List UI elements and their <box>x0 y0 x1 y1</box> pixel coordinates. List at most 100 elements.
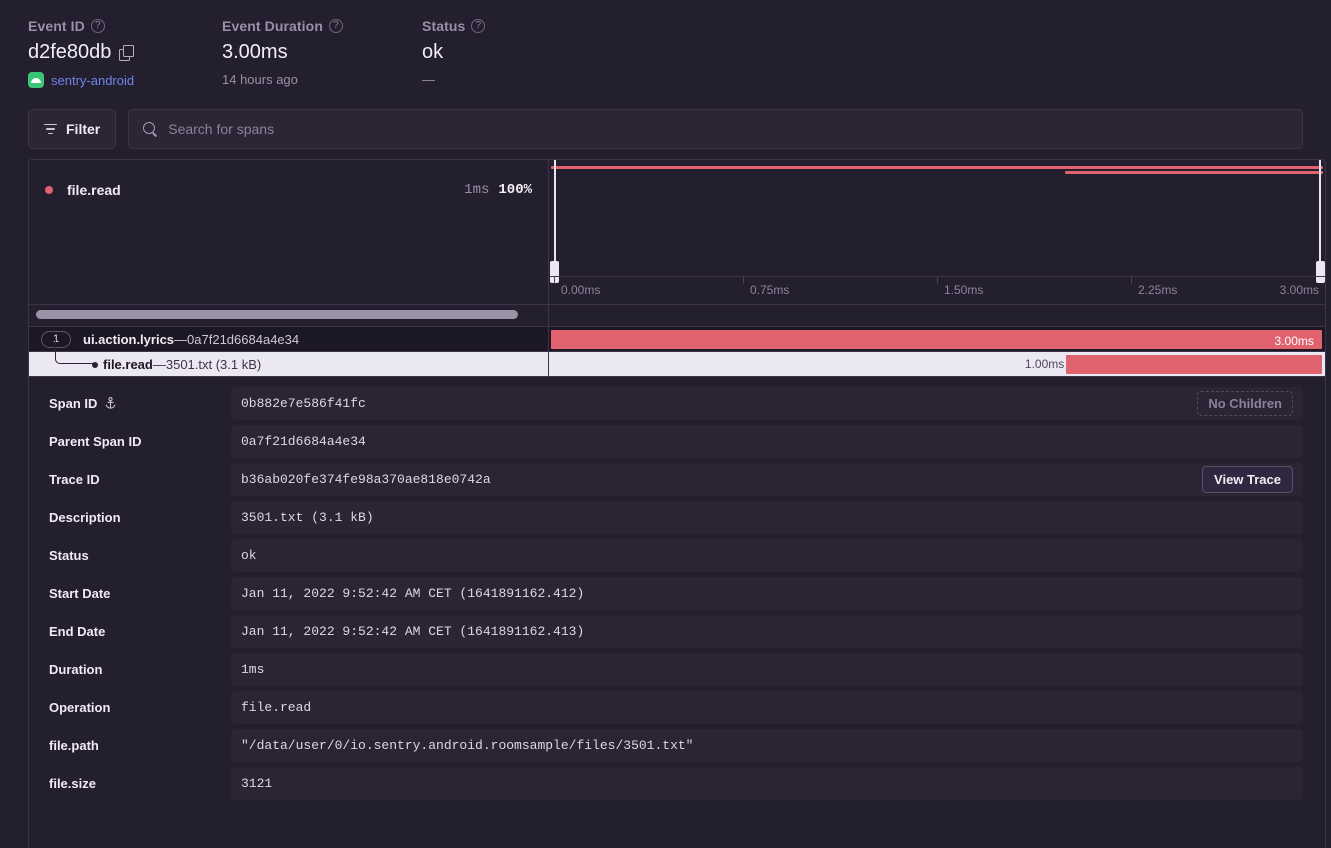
detail-value-text: 3121 <box>241 776 273 791</box>
span-duration-bar[interactable]: 3.00ms <box>551 330 1322 349</box>
scrollbar-track[interactable] <box>29 305 548 326</box>
span-row-label[interactable]: 1 ui.action.lyrics—0a7f21d6684a4e34 <box>29 327 548 351</box>
metric-label-text: Status <box>422 18 466 34</box>
detail-value-text: Jan 11, 2022 9:52:42 AM CET (1641891162.… <box>241 586 585 601</box>
status-subtext: — <box>422 72 435 87</box>
detail-label: Description <box>49 510 121 525</box>
metric-event-id: Event ID ? d2fe80db sentry-android <box>28 18 222 88</box>
metric-event-id-value: d2fe80db <box>28 41 222 64</box>
detail-label: End Date <box>49 624 106 639</box>
detail-value: b36ab020fe374fe98a370ae818e0742a View Tr… <box>231 463 1303 496</box>
span-duration-bar[interactable] <box>1065 355 1322 374</box>
copy-icon[interactable] <box>119 45 135 61</box>
timeline-tick-label: 0.75ms <box>750 283 790 297</box>
detail-value-text: 1ms <box>241 662 265 677</box>
minimap-bar-root <box>551 166 1323 169</box>
span-child-count-badge[interactable]: 1 <box>41 330 71 348</box>
detail-label: Operation <box>49 700 111 715</box>
detail-label: file.path <box>49 738 99 753</box>
detail-row: Trace ID b36ab020fe374fe98a370ae818e0742… <box>29 463 1325 496</box>
operation-percent: 100% <box>498 182 532 198</box>
span-row[interactable]: 1 ui.action.lyrics—0a7f21d6684a4e34 3.00… <box>29 326 1325 351</box>
operation-color-dot <box>45 186 53 194</box>
tree-node-dot-icon <box>92 362 98 368</box>
metric-status-label: Status ? <box>422 18 622 34</box>
event-metrics-header: Event ID ? d2fe80db sentry-android Event… <box>0 0 1331 88</box>
detail-label: Trace ID <box>49 472 100 487</box>
detail-value-text: 3501.txt (3.1 kB) <box>241 510 374 525</box>
detail-label: Duration <box>49 662 103 677</box>
detail-row: Description 3501.txt (3.1 kB) <box>29 501 1325 534</box>
detail-row: Span ID 0b882e7e586f41fc No Children <box>29 387 1325 420</box>
detail-value: 3501.txt (3.1 kB) <box>231 501 1303 534</box>
detail-label: Status <box>49 548 89 563</box>
detail-label: file.size <box>49 776 96 791</box>
detail-row: Duration 1ms <box>29 653 1325 686</box>
search-icon <box>143 121 158 137</box>
filter-button-label: Filter <box>66 121 101 137</box>
detail-row: file.size 3121 <box>29 767 1325 800</box>
android-icon <box>28 72 44 88</box>
no-children-button: No Children <box>1197 391 1293 416</box>
timeline-tick-label: 1.50ms <box>944 283 984 297</box>
search-input[interactable] <box>168 121 1288 137</box>
detail-row: End Date Jan 11, 2022 9:52:42 AM CET (16… <box>29 615 1325 648</box>
span-duration-label: 1.00ms <box>1024 357 1065 371</box>
filter-button[interactable]: Filter <box>28 109 117 149</box>
span-toolbar: Filter <box>0 88 1331 149</box>
span-separator: — <box>152 356 166 372</box>
minimap-bar-child <box>1065 171 1323 174</box>
detail-value: 1ms <box>231 653 1303 686</box>
minimap-drag-handle-right[interactable] <box>1316 261 1325 283</box>
metric-label-text: Event Duration <box>222 18 323 34</box>
span-row-bar-area[interactable]: 1.00ms <box>548 352 1325 376</box>
detail-row: Status ok <box>29 539 1325 572</box>
detail-value: Jan 11, 2022 9:52:42 AM CET (1641891162.… <box>231 615 1303 648</box>
help-icon[interactable]: ? <box>328 19 343 33</box>
detail-value-text: b36ab020fe374fe98a370ae818e0742a <box>241 472 491 487</box>
minimap-operation-summary: file.read 1ms 100% <box>29 160 548 304</box>
detail-value-text: 0b882e7e586f41fc <box>241 396 366 411</box>
span-waterfall-panel: file.read 1ms 100% 0.00m <box>28 159 1326 377</box>
anchor-icon[interactable] <box>104 397 117 410</box>
minimap-bars <box>549 160 1325 275</box>
span-row[interactable]: file.read—3501.txt (3.1 kB) 1.00ms <box>29 340 1325 376</box>
detail-row: Operation file.read <box>29 691 1325 724</box>
scrollbar-thumb[interactable] <box>36 310 518 319</box>
detail-value: 0a7f21d6684a4e34 <box>231 425 1303 458</box>
metric-event-id-label: Event ID ? <box>28 18 222 34</box>
detail-value-text: 0a7f21d6684a4e34 <box>241 434 366 449</box>
detail-row: Parent Span ID 0a7f21d6684a4e34 <box>29 425 1325 458</box>
search-box[interactable] <box>128 109 1303 149</box>
project-link[interactable]: sentry-android <box>51 72 135 88</box>
view-trace-button[interactable]: View Trace <box>1202 466 1293 493</box>
detail-label-text: Span ID <box>49 396 98 411</box>
detail-label: Parent Span ID <box>49 434 142 449</box>
span-row-label[interactable]: file.read—3501.txt (3.1 kB) <box>29 340 548 376</box>
metric-event-duration-label: Event Duration ? <box>222 18 422 34</box>
operation-summary-row: file.read 1ms 100% <box>45 182 532 198</box>
detail-value: "/data/user/0/io.sentry.android.roomsamp… <box>231 729 1303 762</box>
minimap-timeline[interactable]: 0.00ms 0.75ms 1.50ms 2.25ms <box>548 160 1325 304</box>
span-detail-table: Span ID 0b882e7e586f41fc No Children Par… <box>28 377 1326 848</box>
span-list-scrollbar[interactable] <box>29 304 1325 326</box>
span-description: 3501.txt (3.1 kB) <box>165 356 262 372</box>
event-duration-subtext: 14 hours ago <box>222 72 298 87</box>
span-separator: — <box>174 331 188 347</box>
detail-value-text: file.read <box>241 700 312 715</box>
detail-value-text: ok <box>241 548 257 563</box>
span-title: file.read—3501.txt (3.1 kB) <box>103 357 261 372</box>
detail-row: Start Date Jan 11, 2022 9:52:42 AM CET (… <box>29 577 1325 610</box>
detail-label: Span ID <box>29 396 231 411</box>
timeline-tick-label: 3.00ms <box>1279 283 1319 297</box>
timeline-tick-label: 2.25ms <box>1138 283 1178 297</box>
minimap-drag-handle-left[interactable] <box>550 261 559 283</box>
help-icon[interactable]: ? <box>90 19 105 33</box>
metric-status: Status ? ok — <box>422 18 622 88</box>
timeline-tick-label: 0.00ms <box>561 283 601 297</box>
help-icon[interactable]: ? <box>471 19 486 33</box>
span-row-bar-area[interactable]: 3.00ms <box>548 327 1325 351</box>
project-row: sentry-android <box>28 72 222 88</box>
minimap-viewport-left-edge <box>554 160 556 275</box>
